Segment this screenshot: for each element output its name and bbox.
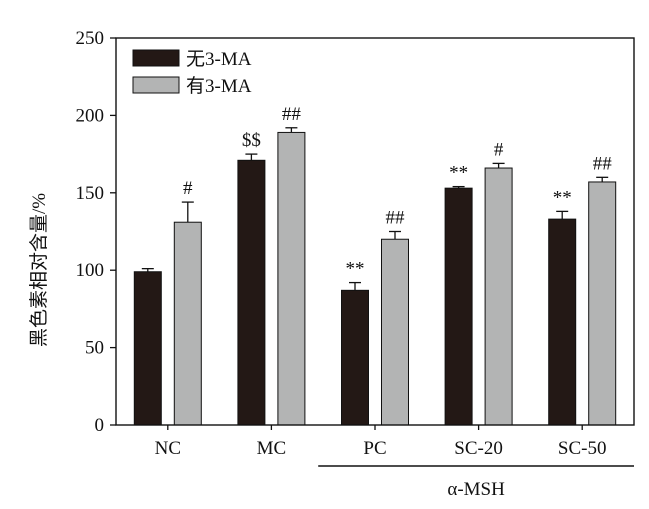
bar	[381, 238, 409, 426]
legend-label: 无3-MA	[186, 49, 252, 70]
plot-frame	[115, 37, 635, 426]
bar	[277, 131, 306, 426]
significance-label: ##	[593, 153, 613, 174]
significance-label: **	[346, 259, 365, 280]
bar	[484, 167, 513, 426]
y-tick-label: 100	[76, 260, 105, 281]
bars-layer: # $$ ## ** ## ** # ** ##	[133, 104, 617, 426]
bar	[173, 221, 202, 426]
legend-swatch	[132, 76, 180, 94]
significance-label: ##	[386, 208, 406, 229]
y-tick-label: 200	[76, 105, 105, 126]
bar	[133, 271, 162, 426]
significance-label: **	[449, 163, 468, 184]
legend-swatch	[132, 49, 180, 67]
y-tick-label: 250	[76, 28, 105, 49]
bar	[548, 218, 577, 426]
significance-label: #	[494, 139, 504, 160]
bar	[588, 181, 617, 426]
x-tick-label: MC	[257, 438, 287, 459]
axis-layer: NC MC PC SC-20 SC-50 0 50 100 150 200 250 α-MSH	[76, 28, 635, 500]
significance-label: #	[183, 178, 193, 199]
y-tick-label: 50	[85, 338, 104, 359]
significance-label: ##	[282, 104, 302, 125]
x-tick-label: SC-20	[454, 438, 503, 459]
x-tick-label: NC	[155, 438, 181, 459]
legend-label: 有3-MA	[186, 75, 252, 97]
group-label: α-MSH	[447, 479, 505, 500]
x-tick-label: SC-50	[558, 438, 607, 459]
y-axis-label: 黑色素相对含量/%	[28, 193, 50, 347]
significance-label: $$	[242, 130, 261, 151]
significance-label: **	[553, 187, 572, 208]
x-tick-label: PC	[363, 438, 386, 459]
y-tick-label: 150	[76, 183, 105, 204]
bar	[237, 159, 266, 426]
bar	[341, 289, 369, 426]
y-tick-label: 0	[95, 415, 105, 436]
legend: 无3-MA 有3-MA	[132, 49, 252, 97]
bar	[444, 187, 473, 426]
